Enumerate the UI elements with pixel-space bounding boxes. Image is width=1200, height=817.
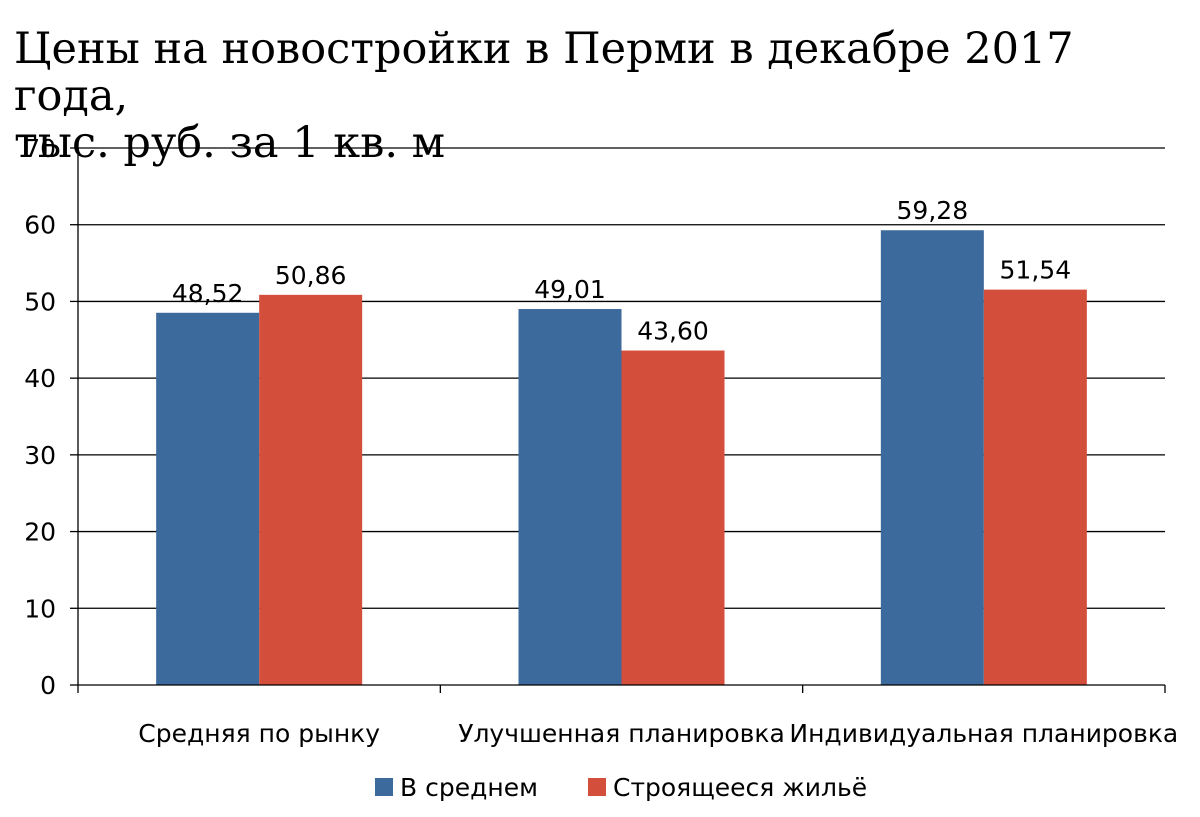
y-tick-label: 50 (24, 287, 56, 316)
legend-label: Строящееся жильё (613, 773, 867, 802)
bar (156, 312, 260, 685)
axes (70, 147, 1166, 693)
data-label: 51,54 (1000, 256, 1072, 285)
y-tick-label: 20 (24, 518, 56, 547)
x-category-label: Улучшенная планировка (458, 719, 785, 748)
data-label: 50,86 (275, 261, 347, 290)
chart-title-line-1: Цены на новостройки в Перми в декабре 20… (14, 24, 1074, 121)
y-tick-label: 70 (24, 134, 56, 163)
bar (259, 294, 363, 685)
bar (983, 289, 1087, 685)
y-tick-label: 40 (24, 364, 56, 393)
y-tick-label: 60 (24, 211, 56, 240)
data-label: 43,60 (637, 317, 709, 346)
x-category-label: Индивидуальная планировка (789, 719, 1178, 748)
data-label: 49,01 (534, 275, 606, 304)
legend: В среднем Строящееся жильё (375, 773, 867, 802)
y-tick-label: 30 (24, 441, 56, 470)
bar (621, 350, 725, 685)
bar (880, 230, 984, 685)
x-category-label: Средняя по рынку (138, 719, 380, 748)
bars (156, 230, 1087, 685)
x-category-labels: Средняя по рынку Улучшенная планировка Инд… (138, 719, 1178, 748)
legend-swatch (375, 778, 393, 796)
bar (518, 309, 622, 685)
y-tick-label: 10 (24, 594, 56, 623)
y-tick-label: 0 (40, 671, 56, 700)
data-label: 59,28 (897, 196, 969, 225)
chart-title-line-2: тыс. руб. за 1 кв. м (14, 118, 446, 168)
legend-swatch (588, 778, 606, 796)
y-tick-labels: 0 10 20 30 40 50 60 70 (24, 134, 56, 700)
data-labels: 48,52 50,86 49,01 43,60 59,28 51,54 (172, 196, 1071, 345)
chart-title: Цены на новостройки в Перми в декабре 20… (14, 26, 1194, 167)
data-label: 48,52 (172, 279, 244, 308)
legend-label: В среднем (400, 773, 538, 802)
